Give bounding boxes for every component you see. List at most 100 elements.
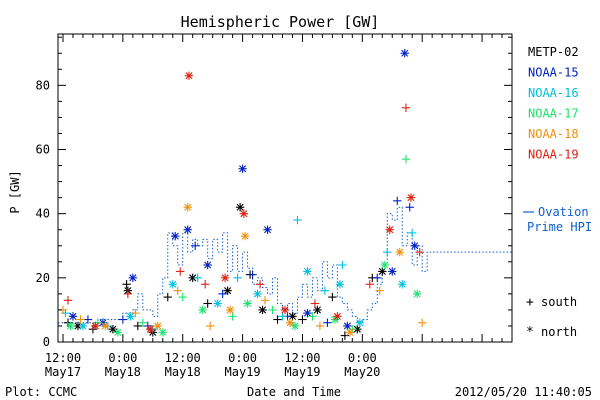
x-tick-label-date: May20 bbox=[344, 365, 380, 379]
x-tick-label-date: May19 bbox=[225, 365, 261, 379]
series-noaa-18-south-point bbox=[375, 286, 384, 295]
series-noaa-18-south-point bbox=[417, 318, 427, 327]
series-noaa-19-south-point bbox=[255, 280, 265, 289]
series-noaa-18-north-point bbox=[240, 231, 250, 241]
series-noaa-15-north-point bbox=[388, 267, 397, 276]
series-noaa-16-south-point bbox=[408, 228, 417, 238]
series-noaa-16-north-point bbox=[303, 267, 312, 276]
series-noaa-19-south-point bbox=[200, 280, 210, 289]
x-tick-label-time: 12:00 bbox=[284, 351, 320, 365]
series-noaa-19-north-point bbox=[280, 305, 290, 315]
series-noaa-19-south-point bbox=[310, 299, 320, 308]
series-noaa-18-south-point bbox=[260, 296, 270, 305]
series-noaa-17-south-point bbox=[138, 318, 148, 327]
series-noaa-18-south-point bbox=[173, 286, 182, 295]
series-noaa-17-north-point bbox=[66, 321, 75, 331]
axes-layer: 02040608012:00May170:00May1812:00May180:… bbox=[36, 33, 513, 379]
series-noaa-17-north-point bbox=[113, 328, 123, 337]
chart-title: Hemispheric Power [GW] bbox=[181, 13, 380, 31]
series-noaa-17-south-point bbox=[178, 292, 187, 302]
legend-entry-noaa-17: NOAA-17 bbox=[528, 107, 579, 121]
series-noaa-18-north-point bbox=[153, 321, 162, 331]
series-noaa-16-north-point bbox=[78, 321, 88, 331]
x-tick-label-date: May19 bbox=[284, 365, 320, 379]
series-noaa-15-north-point bbox=[303, 308, 312, 318]
series-noaa-17-north-point bbox=[380, 260, 389, 270]
series-noaa-18-north-point bbox=[285, 318, 295, 327]
series-noaa-16-north-point bbox=[213, 299, 222, 308]
series-noaa-19-north-point bbox=[333, 312, 342, 321]
x-tick-label-time: 0:00 bbox=[348, 351, 377, 365]
series-noaa-15-north-point bbox=[171, 231, 180, 241]
series-metp-02-north-point bbox=[353, 324, 362, 334]
x-tick-label-time: 0:00 bbox=[228, 351, 257, 365]
series-noaa-15-south-point bbox=[83, 315, 93, 324]
series-metp-02-north-point bbox=[73, 321, 83, 331]
legend-layer: METP-02 NOAA-15 NOAA-16 NOAA-17 NOAA-18 NOAA-… bbox=[523, 45, 592, 340]
series-noaa-18-north-point bbox=[345, 328, 355, 337]
series-noaa-19-north-point bbox=[406, 193, 416, 202]
plot-credit: Plot: CCMC bbox=[5, 385, 77, 399]
series-noaa-19-south-point bbox=[415, 247, 424, 257]
series-noaa-15-north-point bbox=[263, 225, 272, 234]
series-metp-02-north-point bbox=[108, 324, 118, 334]
series-noaa-18-north-point bbox=[225, 305, 235, 315]
series-metp-02-north-point bbox=[378, 267, 387, 276]
series-noaa-15-south-point bbox=[190, 241, 200, 250]
series-noaa-16-north-point bbox=[126, 312, 135, 321]
series-metp-02-south-point bbox=[133, 321, 143, 331]
series-noaa-15-south-point bbox=[373, 273, 382, 283]
series-noaa-18-south-point bbox=[315, 321, 325, 331]
series-noaa-17-south-point bbox=[401, 154, 411, 164]
series-noaa-17-north-point bbox=[413, 289, 422, 299]
series-noaa-19-south-point bbox=[401, 103, 411, 112]
x-tick-label-date: May17 bbox=[45, 365, 81, 379]
legend-entry-metp-02: METP-02 bbox=[528, 45, 579, 59]
plot-frame bbox=[57, 33, 513, 343]
series-metp-02-south-point bbox=[328, 292, 337, 302]
y-tick-label: 40 bbox=[36, 207, 50, 221]
series-noaa-18-north-point bbox=[183, 203, 192, 212]
legend-entry-noaa-16: NOAA-16 bbox=[528, 86, 579, 100]
x-tick-label-date: May18 bbox=[165, 365, 201, 379]
series-noaa-16-north-point bbox=[398, 280, 407, 289]
legend-marker-south-symbol: + bbox=[526, 295, 534, 310]
series-metp-02-north-point bbox=[235, 203, 245, 212]
series-noaa-19-north-point bbox=[146, 324, 155, 334]
series-noaa-19-south-point bbox=[365, 280, 375, 289]
series-noaa-15-north-point bbox=[128, 273, 138, 283]
series-noaa-18-south-point bbox=[205, 321, 215, 331]
y-tick-label: 0 bbox=[43, 335, 50, 349]
y-axis-label: P [GW] bbox=[8, 170, 22, 213]
series-noaa-16-south-point bbox=[193, 273, 202, 283]
y-tick-label: 60 bbox=[36, 143, 50, 157]
series-noaa-15-north-point bbox=[68, 312, 78, 321]
series-noaa-16-north-point bbox=[168, 280, 177, 289]
series-metp-02-north-point bbox=[288, 312, 297, 321]
series-metp-02-south-point bbox=[273, 315, 282, 324]
legend-entry-noaa-15: NOAA-15 bbox=[528, 66, 579, 80]
series-noaa-18-south-point bbox=[131, 308, 140, 318]
series-noaa-17-north-point bbox=[158, 328, 167, 337]
legend-hpi-label-1: Ovation bbox=[538, 205, 589, 219]
y-tick-label: 20 bbox=[36, 271, 50, 285]
series-noaa-16-south-point bbox=[293, 215, 302, 225]
x-axis-label: Date and Time bbox=[247, 385, 341, 399]
timestamp: 2012/05/20 11:40:05 bbox=[455, 385, 592, 399]
series-noaa-15-north-point bbox=[410, 241, 419, 250]
series-noaa-16-south-point bbox=[233, 273, 242, 283]
x-tick-label-time: 0:00 bbox=[108, 351, 137, 365]
series-noaa-15-south-point bbox=[405, 203, 414, 212]
series-noaa-17-south-point bbox=[268, 305, 277, 315]
series-noaa-19-south-point bbox=[176, 267, 185, 276]
series-noaa-17-north-point bbox=[290, 321, 300, 331]
series-noaa-19-north-point bbox=[220, 273, 230, 283]
x-tick-label-time: 12:00 bbox=[165, 351, 201, 365]
series-noaa-17-south-point bbox=[308, 312, 317, 321]
hpi-line bbox=[58, 206, 512, 324]
series-noaa-16-south-point bbox=[278, 312, 287, 321]
series-noaa-15-south-point bbox=[218, 289, 227, 299]
hpi-layer bbox=[58, 206, 512, 324]
series-metp-02-south-point bbox=[298, 315, 307, 324]
series-noaa-15-north-point bbox=[343, 321, 352, 331]
